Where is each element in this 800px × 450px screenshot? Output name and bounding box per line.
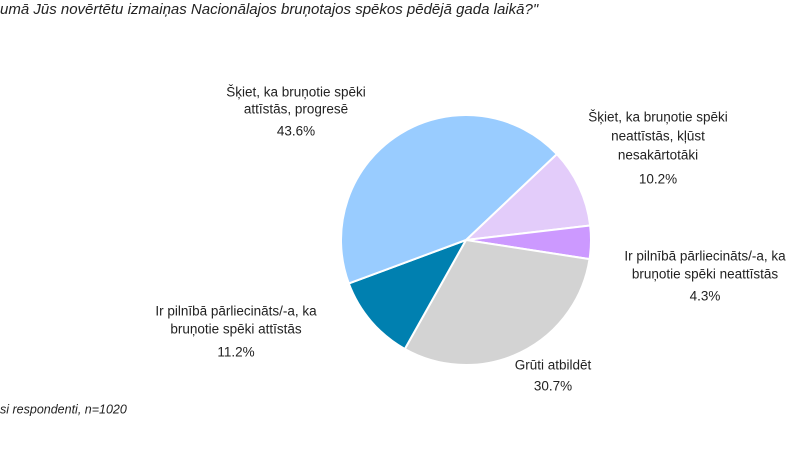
slice-value-label: 30.7% bbox=[534, 379, 572, 394]
slice-label: Grūti atbildēt bbox=[515, 358, 592, 373]
pie-slice bbox=[347, 238, 469, 351]
slice-label: bruņotie spēki neattīstās bbox=[632, 267, 779, 282]
slice-label: Ir pilnībā pārliecināts/-a, ka bbox=[624, 249, 786, 264]
slice-value-label: 4.3% bbox=[690, 289, 721, 304]
slice-value-label: 10.2% bbox=[639, 172, 677, 187]
slice-label: bruņotie spēki attīstās bbox=[170, 322, 302, 337]
pie-slice bbox=[463, 152, 592, 242]
chart-note: si respondenti, n=1020 bbox=[0, 402, 127, 416]
pie-slice bbox=[340, 113, 559, 285]
slice-label: Ir pilnībā pārliecināts/-a, ka bbox=[155, 304, 317, 319]
slice-label: attīstās, progresē bbox=[244, 102, 348, 117]
chart-title: umā Jūs novērtētu izmaiņas Nacionālajos … bbox=[0, 1, 539, 18]
slice-label: nesakārtotāki bbox=[618, 148, 698, 163]
pie-slice bbox=[403, 238, 591, 366]
slice-value-label: 11.2% bbox=[217, 345, 254, 360]
slice-value-label: 43.6% bbox=[277, 124, 315, 139]
slice-label: neattīstās, kļūst bbox=[611, 129, 705, 144]
slice-label: Šķiet, ka bruņotie spēki bbox=[588, 110, 728, 125]
slice-label: Šķiet, ka bruņotie spēki bbox=[226, 85, 366, 100]
